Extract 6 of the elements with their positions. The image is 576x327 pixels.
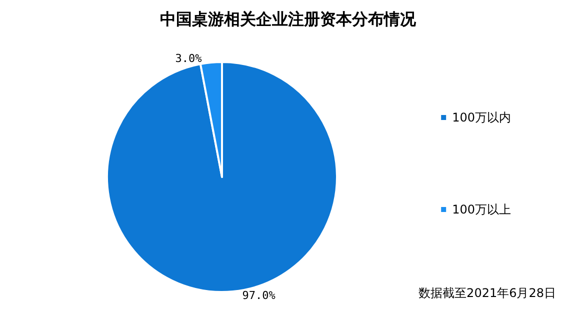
text: 数据截至2021年6月28日 xyxy=(418,286,556,300)
legend-label: 100万以内 xyxy=(452,110,511,124)
legend-label: 100万以上 xyxy=(452,202,511,216)
data-label: 97.0% xyxy=(242,288,276,302)
chart-title: 中国桌游相关企业注册资本分布情况 xyxy=(160,10,417,28)
data-label: 3.0% xyxy=(175,52,202,66)
